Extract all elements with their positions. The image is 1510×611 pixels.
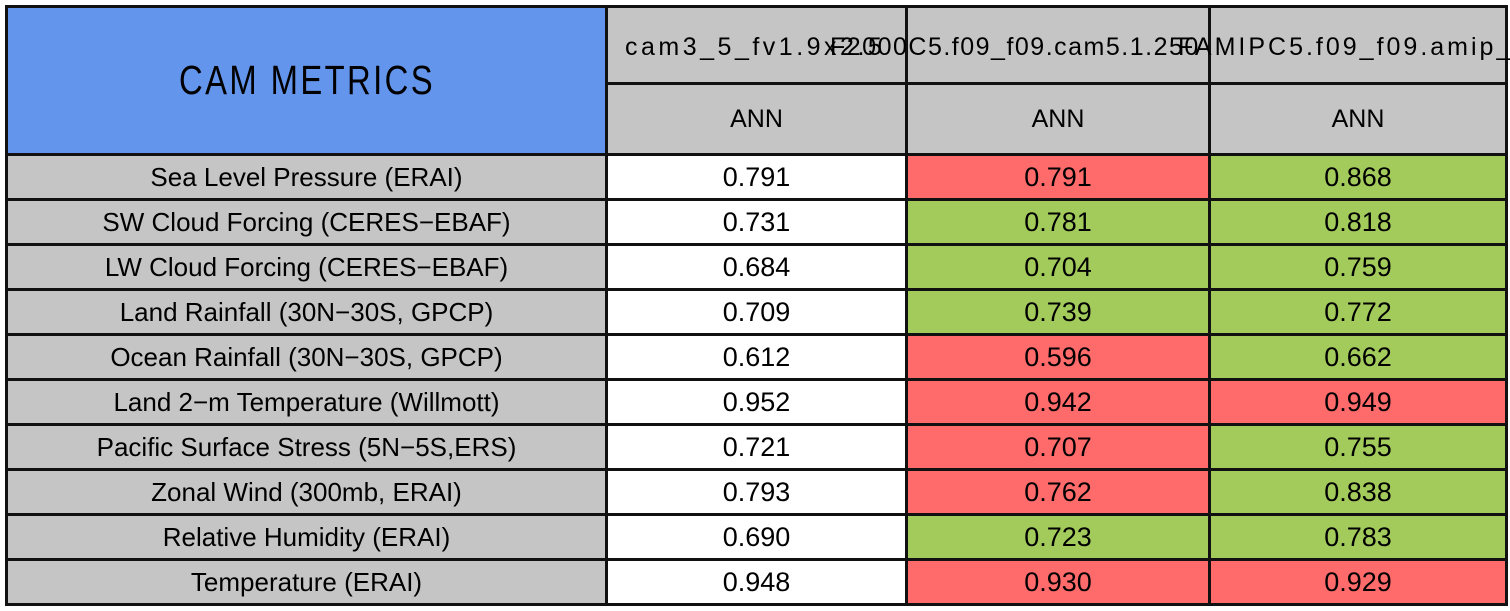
- metrics-table: CAM METRICS ANN ANN ANN Sea Level Pressu…: [5, 5, 1508, 606]
- metric-value: 0.838: [1208, 468, 1508, 516]
- table-row: SW Cloud Forcing (CERES−EBAF) 0.731 0.78…: [5, 198, 1508, 246]
- metric-value: 0.709: [605, 288, 908, 336]
- metric-value: 0.772: [1208, 288, 1508, 336]
- metric-value: 0.596: [905, 333, 1211, 381]
- metric-value: 0.930: [905, 558, 1211, 606]
- table-row: Pacific Surface Stress (5N−5S,ERS) 0.721…: [5, 423, 1508, 471]
- case-name-cell-2: [905, 5, 1211, 85]
- metric-label: Ocean Rainfall (30N−30S, GPCP): [5, 333, 608, 381]
- metric-label: Land 2−m Temperature (Willmott): [5, 378, 608, 426]
- table-row: Relative Humidity (ERAI) 0.690 0.723 0.7…: [5, 513, 1508, 561]
- metric-value: 0.929: [1208, 558, 1508, 606]
- metric-label: SW Cloud Forcing (CERES−EBAF): [5, 198, 608, 246]
- metric-value: 0.949: [1208, 378, 1508, 426]
- metric-label: Pacific Surface Stress (5N−5S,ERS): [5, 423, 608, 471]
- metric-value: 0.791: [905, 153, 1211, 201]
- table-row: Temperature (ERAI) 0.948 0.930 0.929: [5, 558, 1508, 606]
- case-name-1: cam3_5_fv1.9x2.5: [625, 33, 886, 61]
- case-name-cell-3: [1208, 5, 1508, 85]
- metric-value: 0.739: [905, 288, 1211, 336]
- table-row: Zonal Wind (300mb, ERAI) 0.793 0.762 0.8…: [5, 468, 1508, 516]
- metric-value: 0.723: [905, 513, 1211, 561]
- metric-value: 0.721: [605, 423, 908, 471]
- metric-value: 0.690: [605, 513, 908, 561]
- case-name-2: F2000C5.f09_f09.cam5.1.250: [830, 33, 1200, 61]
- season-label-3: ANN: [1208, 82, 1508, 156]
- metric-value: 0.781: [905, 198, 1211, 246]
- metric-value: 0.612: [605, 333, 908, 381]
- table-row: Land 2−m Temperature (Willmott) 0.952 0.…: [5, 378, 1508, 426]
- metric-label: Zonal Wind (300mb, ERAI): [5, 468, 608, 516]
- case-name-cell-1: [605, 5, 908, 85]
- metric-value: 0.755: [1208, 423, 1508, 471]
- metric-value: 0.707: [905, 423, 1211, 471]
- table-row: LW Cloud Forcing (CERES−EBAF) 0.684 0.70…: [5, 243, 1508, 291]
- metric-label: LW Cloud Forcing (CERES−EBAF): [5, 243, 608, 291]
- header-row-case-names: CAM METRICS: [5, 5, 1508, 156]
- metric-value: 0.793: [605, 468, 908, 516]
- metric-value: 0.762: [905, 468, 1211, 516]
- metric-value: 0.948: [605, 558, 908, 606]
- season-label-2: ANN: [905, 82, 1211, 156]
- metric-value: 0.783: [1208, 513, 1508, 561]
- table-row: Land Rainfall (30N−30S, GPCP) 0.709 0.73…: [5, 288, 1508, 336]
- table-row: Ocean Rainfall (30N−30S, GPCP) 0.612 0.5…: [5, 333, 1508, 381]
- table-row: Sea Level Pressure (ERAI) 0.791 0.791 0.…: [5, 153, 1508, 201]
- metric-value: 0.952: [605, 378, 908, 426]
- metric-value: 0.731: [605, 198, 908, 246]
- metric-value: 0.791: [605, 153, 908, 201]
- header-row-season: ANN ANN ANN: [7, 82, 1508, 156]
- metric-label: Relative Humidity (ERAI): [5, 513, 608, 561]
- table-title-cell: CAM METRICS: [5, 5, 608, 156]
- metric-value: 0.818: [1208, 198, 1508, 246]
- page-title: CAM METRICS: [178, 57, 435, 103]
- season-label-1: ANN: [605, 82, 908, 156]
- metric-value: 0.942: [905, 378, 1211, 426]
- metric-value: 0.662: [1208, 333, 1508, 381]
- metric-label: Sea Level Pressure (ERAI): [5, 153, 608, 201]
- metric-value: 0.759: [1208, 243, 1508, 291]
- metric-label: Temperature (ERAI): [5, 558, 608, 606]
- metric-value: 0.704: [905, 243, 1211, 291]
- metric-value: 0.868: [1208, 153, 1508, 201]
- metric-value: 0.684: [605, 243, 908, 291]
- metric-label: Land Rainfall (30N−30S, GPCP): [5, 288, 608, 336]
- case-name-3: FAMIPC5.f09_f09.amip_: [1178, 33, 1510, 61]
